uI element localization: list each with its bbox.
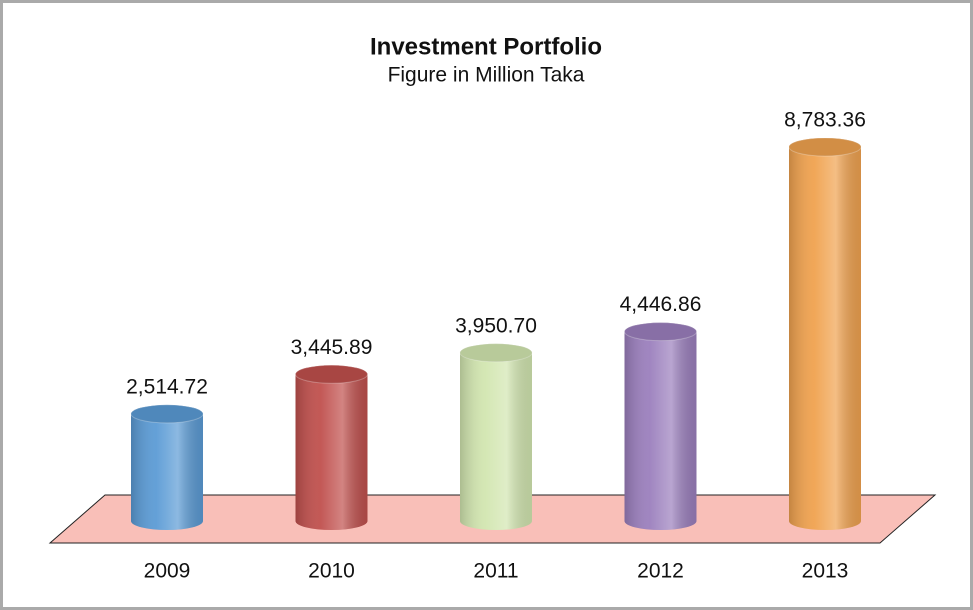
cylinder-shade xyxy=(789,138,861,530)
cylinder-top xyxy=(459,343,533,363)
cylinder-top-shade xyxy=(460,343,532,362)
cylinder-shade xyxy=(624,322,697,530)
cylinder-shade xyxy=(460,343,532,530)
cylinder-top xyxy=(788,137,862,157)
x-tick-label: 2010 xyxy=(308,560,355,583)
cylinder-shade xyxy=(131,404,203,530)
chart-subtitle: Figure in Million Taka xyxy=(388,64,585,87)
cylinder-top xyxy=(624,322,697,342)
cylinder-top-shade xyxy=(295,365,368,384)
value-label: 3,950.70 xyxy=(455,314,537,337)
cylinder-top xyxy=(130,404,204,424)
x-tick-label: 2013 xyxy=(802,560,849,583)
value-label: 4,446.86 xyxy=(620,293,702,316)
x-tick-label: 2012 xyxy=(637,560,684,583)
x-tick-label: 2009 xyxy=(144,560,191,583)
cylinder-top-shade xyxy=(789,138,861,156)
chart-title: Investment Portfolio xyxy=(370,33,602,60)
value-label: 3,445.89 xyxy=(291,336,373,359)
cylinder-top xyxy=(295,364,368,384)
cylinder-top-shade xyxy=(131,404,203,423)
cylinder-top-shade xyxy=(624,322,697,341)
value-label: 2,514.72 xyxy=(126,375,208,398)
value-label: 8,783.36 xyxy=(784,109,866,132)
cylinder-shade xyxy=(295,365,368,530)
x-tick-label: 2011 xyxy=(473,560,518,583)
